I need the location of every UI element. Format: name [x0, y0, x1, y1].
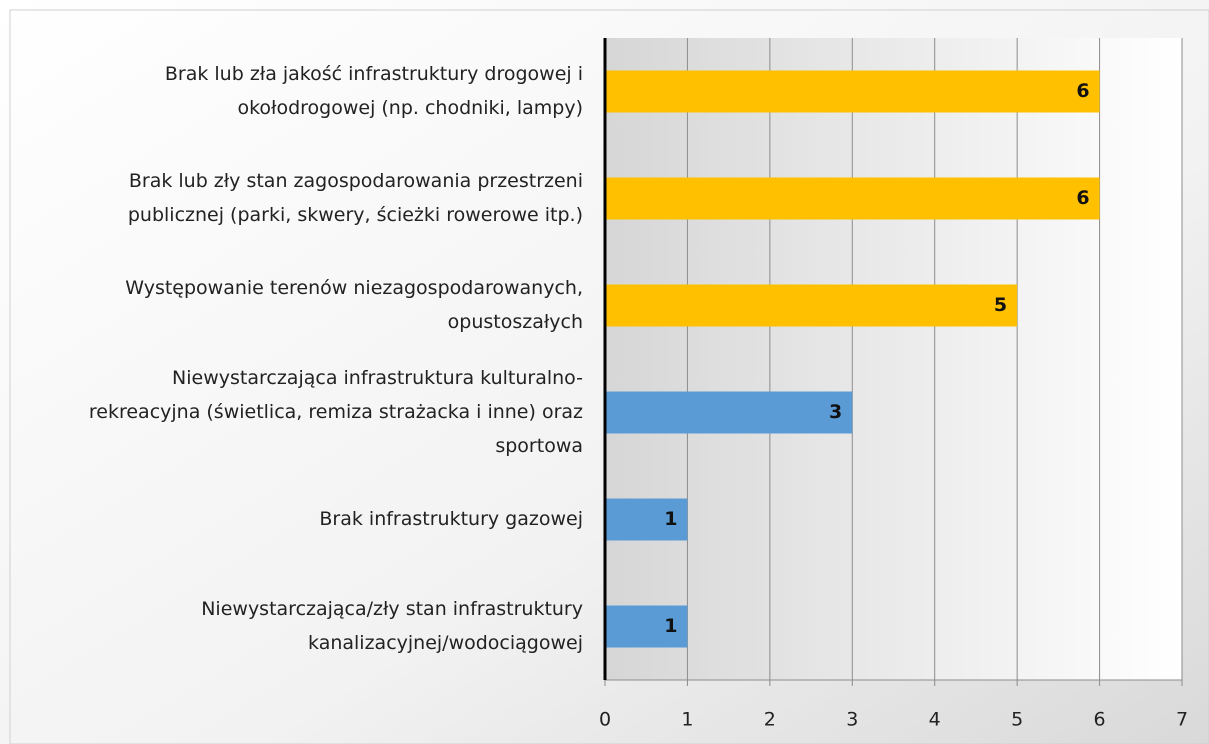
x-tick-label: 6 [1094, 709, 1106, 731]
y-tick-label: sportowa [495, 435, 583, 457]
y-tick-label: okołodrogowej (np. chodniki, lampy) [237, 97, 583, 119]
x-tick-label: 5 [1011, 709, 1023, 731]
x-tick-label: 3 [846, 709, 858, 731]
x-tick-label: 4 [929, 709, 941, 731]
y-tick-label: opustoszałych [448, 311, 583, 333]
x-tick-label: 2 [764, 709, 776, 731]
y-tick-label: Występowanie terenów niezagospodarowanyc… [125, 277, 583, 299]
data-label: 3 [829, 401, 842, 423]
y-tick-label: Brak lub zła jakość infrastruktury drogo… [165, 63, 583, 85]
frame [9, 9, 1209, 744]
bar [605, 177, 1100, 220]
bar [605, 391, 853, 434]
y-tick-label: rekreacyjna (świetlica, remiza strażacka… [89, 401, 583, 423]
bar [605, 498, 688, 541]
plot-area [605, 38, 1182, 680]
data-label: 1 [664, 615, 677, 637]
data-label: 6 [1076, 80, 1089, 102]
x-tick-label: 0 [599, 709, 611, 731]
y-tick-label: kanalizacyjnej/wodociągowej [308, 632, 583, 654]
data-label: 1 [664, 508, 677, 530]
y-tick-label: Brak lub zły stan zagospodarowania przes… [129, 170, 583, 192]
bar [605, 70, 1100, 113]
y-tick-label: publicznej (parki, skwery, ścieżki rower… [128, 204, 583, 226]
y-tick-label: Niewystarczająca infrastruktura kultural… [172, 367, 583, 389]
bar [605, 605, 688, 648]
data-label: 6 [1076, 187, 1089, 209]
bar [605, 284, 1018, 327]
x-tick-label: 1 [681, 709, 693, 731]
x-tick-label: 7 [1176, 709, 1188, 731]
data-label: 5 [994, 294, 1007, 316]
y-tick-label: Niewystarczająca/zły stan infrastruktury [201, 598, 583, 620]
y-tick-label: Brak infrastruktury gazowej [319, 508, 583, 530]
